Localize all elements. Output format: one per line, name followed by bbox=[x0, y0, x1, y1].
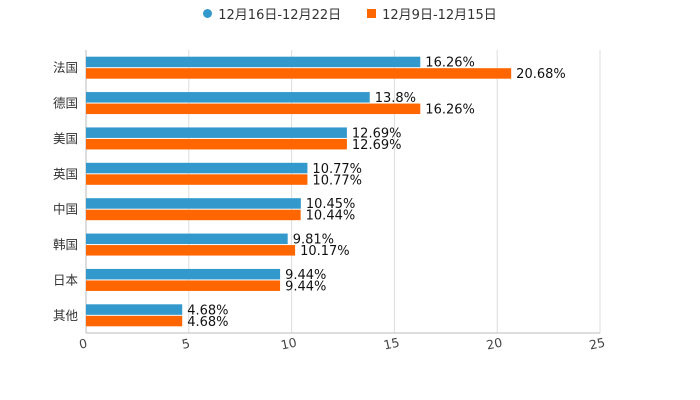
value-label-series-1-1: 16.26% bbox=[425, 56, 475, 71]
category-label-3: 美国 bbox=[53, 131, 78, 146]
bar-series-2-3 bbox=[86, 138, 347, 150]
value-label-series-1-7: 9.44% bbox=[285, 268, 326, 283]
value-label-series-2-7: 9.44% bbox=[285, 279, 326, 294]
bar-series-2-8 bbox=[86, 315, 183, 327]
x-tick-label-10: 10 bbox=[279, 335, 298, 353]
bar-series-2-5 bbox=[86, 209, 301, 221]
category-label-1: 法国 bbox=[53, 60, 78, 75]
category-label-4: 英国 bbox=[53, 166, 78, 181]
legend-label-series-2: 12月9日-12月15日 bbox=[382, 7, 497, 23]
value-label-series-2-5: 10.44% bbox=[306, 209, 356, 224]
bar-series-1-8 bbox=[86, 304, 183, 315]
value-label-series-1-8: 4.68% bbox=[187, 303, 228, 318]
x-tick-label-0: 0 bbox=[78, 335, 89, 351]
value-label-series-2-4: 10.77% bbox=[312, 173, 362, 188]
bar-series-1-5 bbox=[86, 198, 301, 209]
value-label-series-2-8: 4.68% bbox=[187, 315, 228, 330]
bar-series-2-7 bbox=[86, 280, 281, 291]
value-label-series-2-1: 20.68% bbox=[516, 67, 566, 82]
bar-series-1-7 bbox=[86, 268, 281, 280]
legend-item-series-2[interactable]: 12月9日-12月15日 bbox=[367, 4, 497, 23]
category-label-8: 其他 bbox=[53, 308, 79, 323]
value-label-series-2-6: 10.17% bbox=[300, 244, 350, 259]
bar-series-1-6 bbox=[86, 233, 288, 245]
value-label-series-1-5: 10.45% bbox=[306, 197, 356, 212]
bar-series-1-2 bbox=[86, 92, 370, 103]
legend-square-icon bbox=[367, 8, 377, 18]
value-label-series-1-6: 9.81% bbox=[293, 233, 334, 248]
category-label-6: 韩国 bbox=[53, 237, 78, 252]
x-tick-label-5: 5 bbox=[180, 335, 191, 351]
value-label-series-2-2: 16.26% bbox=[425, 103, 475, 118]
category-label-2: 德国 bbox=[53, 96, 78, 111]
x-tick-label-25: 25 bbox=[588, 335, 607, 353]
category-label-5: 中国 bbox=[53, 202, 78, 217]
bar-series-2-1 bbox=[86, 68, 512, 79]
x-tick-label-15: 15 bbox=[382, 335, 401, 353]
bar-series-1-3 bbox=[86, 127, 347, 138]
value-label-series-1-4: 10.77% bbox=[312, 162, 362, 177]
legend-dot-icon bbox=[203, 8, 213, 18]
category-label-7: 日本 bbox=[53, 272, 79, 287]
bar-series-2-4 bbox=[86, 174, 308, 185]
bar-series-2-6 bbox=[86, 245, 296, 256]
bar-series-2-2 bbox=[86, 103, 421, 115]
value-label-series-2-3: 12.69% bbox=[352, 138, 402, 153]
legend: 12月16日-12月22日 12月9日-12月15日 bbox=[0, 3, 700, 23]
bar-series-1-1 bbox=[86, 56, 421, 68]
legend-label-series-1: 12月16日-12月22日 bbox=[218, 7, 342, 23]
bar-series-1-4 bbox=[86, 162, 308, 174]
value-label-series-1-3: 12.69% bbox=[352, 126, 402, 141]
value-label-series-1-2: 13.8% bbox=[375, 91, 416, 106]
x-tick-label-20: 20 bbox=[485, 335, 504, 353]
legend-item-series-1[interactable]: 12月16日-12月22日 bbox=[203, 4, 341, 23]
